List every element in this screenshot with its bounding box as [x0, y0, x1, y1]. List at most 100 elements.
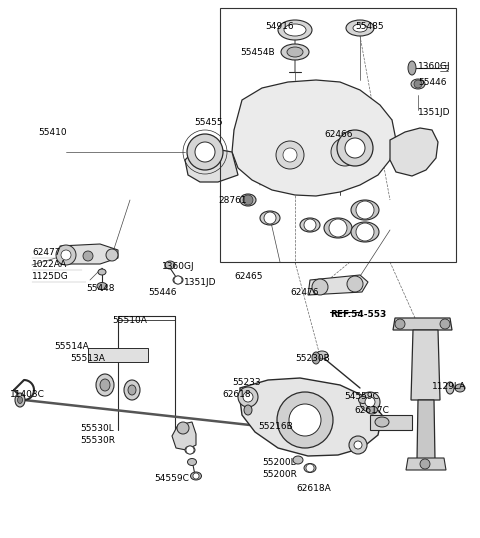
Ellipse shape	[455, 384, 465, 392]
Circle shape	[195, 142, 215, 162]
Text: 1022AA: 1022AA	[32, 260, 67, 269]
Bar	[220, 8, 456, 262]
Ellipse shape	[284, 24, 306, 36]
Text: 1125DG: 1125DG	[32, 272, 69, 281]
Text: 54559C: 54559C	[344, 392, 379, 401]
Ellipse shape	[304, 464, 316, 472]
Ellipse shape	[244, 405, 252, 415]
Circle shape	[187, 134, 223, 170]
Circle shape	[306, 464, 314, 472]
Ellipse shape	[191, 472, 202, 480]
Ellipse shape	[353, 24, 367, 32]
Text: 55448: 55448	[86, 284, 115, 293]
Ellipse shape	[165, 261, 175, 269]
Text: 11403C: 11403C	[10, 390, 45, 399]
Ellipse shape	[375, 417, 389, 427]
Circle shape	[338, 145, 352, 159]
Text: 55230B: 55230B	[295, 354, 330, 363]
Ellipse shape	[96, 374, 114, 396]
Polygon shape	[88, 348, 148, 362]
Text: 62476: 62476	[290, 288, 319, 297]
Polygon shape	[308, 275, 368, 295]
Circle shape	[347, 276, 363, 292]
Ellipse shape	[446, 382, 454, 394]
Circle shape	[356, 201, 374, 219]
Circle shape	[329, 219, 347, 237]
Ellipse shape	[411, 79, 425, 89]
Text: 55513A: 55513A	[70, 354, 105, 363]
Circle shape	[277, 392, 333, 448]
Text: 55455: 55455	[194, 118, 223, 127]
Ellipse shape	[15, 393, 25, 407]
Text: 62618: 62618	[222, 390, 251, 399]
Circle shape	[283, 148, 297, 162]
Text: 62617C: 62617C	[354, 406, 389, 415]
Text: 54916: 54916	[265, 22, 294, 31]
Polygon shape	[172, 422, 196, 450]
Ellipse shape	[359, 397, 368, 404]
Circle shape	[186, 446, 194, 454]
Circle shape	[356, 223, 374, 241]
Ellipse shape	[128, 385, 136, 395]
Text: 28761: 28761	[218, 196, 247, 205]
Ellipse shape	[287, 47, 303, 57]
Circle shape	[360, 392, 380, 412]
Text: 55446: 55446	[418, 78, 446, 87]
Text: 55485: 55485	[355, 22, 384, 31]
Polygon shape	[232, 80, 396, 196]
Ellipse shape	[316, 351, 328, 359]
Ellipse shape	[324, 218, 352, 238]
Text: 55200R: 55200R	[262, 470, 297, 479]
Circle shape	[354, 441, 362, 449]
Text: 55454B: 55454B	[240, 48, 275, 57]
Circle shape	[106, 249, 118, 261]
Text: 62465: 62465	[234, 272, 263, 281]
Circle shape	[331, 138, 359, 166]
Text: 1360GJ: 1360GJ	[162, 262, 194, 271]
Polygon shape	[390, 128, 438, 176]
Circle shape	[174, 276, 182, 284]
Circle shape	[349, 436, 367, 454]
Text: 62477: 62477	[32, 248, 60, 257]
Circle shape	[304, 219, 316, 231]
Ellipse shape	[351, 200, 379, 220]
Circle shape	[56, 245, 76, 265]
Ellipse shape	[173, 276, 183, 284]
Polygon shape	[411, 330, 440, 400]
Ellipse shape	[367, 406, 377, 414]
Ellipse shape	[312, 352, 320, 364]
Circle shape	[238, 387, 258, 407]
Circle shape	[243, 392, 253, 402]
Ellipse shape	[188, 458, 196, 465]
Polygon shape	[406, 458, 446, 470]
Text: 1351JD: 1351JD	[418, 108, 451, 117]
Text: 1360GJ: 1360GJ	[418, 62, 451, 71]
Circle shape	[440, 319, 450, 329]
Ellipse shape	[17, 397, 23, 404]
Circle shape	[264, 212, 276, 224]
Ellipse shape	[281, 44, 309, 60]
Ellipse shape	[240, 194, 256, 206]
Text: 55216B: 55216B	[258, 422, 293, 431]
Circle shape	[289, 404, 321, 436]
Circle shape	[365, 397, 375, 407]
Text: 55530L: 55530L	[80, 424, 114, 433]
Ellipse shape	[278, 20, 312, 40]
Polygon shape	[185, 148, 238, 182]
Polygon shape	[417, 400, 435, 460]
Ellipse shape	[124, 380, 140, 400]
Text: 1351JD: 1351JD	[184, 278, 216, 287]
Ellipse shape	[300, 218, 320, 232]
Ellipse shape	[98, 269, 106, 275]
Ellipse shape	[185, 446, 195, 454]
Text: 55410: 55410	[38, 128, 67, 137]
Polygon shape	[240, 378, 382, 456]
Circle shape	[276, 141, 304, 169]
Ellipse shape	[97, 282, 107, 289]
Text: 55510A: 55510A	[112, 316, 147, 325]
Text: REF.54-553: REF.54-553	[330, 310, 386, 319]
Circle shape	[177, 422, 189, 434]
Ellipse shape	[408, 61, 416, 75]
Circle shape	[420, 459, 430, 469]
Circle shape	[312, 279, 328, 295]
